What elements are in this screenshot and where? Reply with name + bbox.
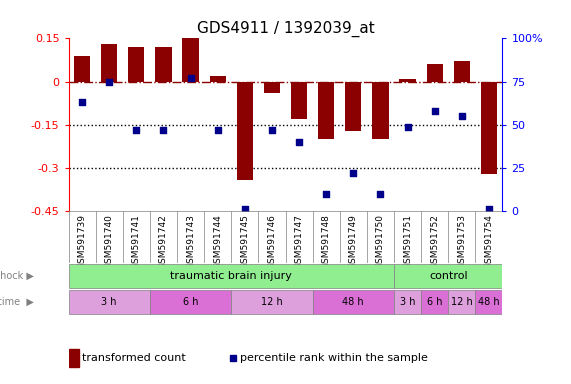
Bar [481, 81, 497, 174]
Point [132, 127, 141, 133]
Point [484, 207, 493, 213]
Point [403, 123, 412, 129]
FancyBboxPatch shape [313, 290, 394, 314]
Title: GDS4911 / 1392039_at: GDS4911 / 1392039_at [196, 21, 375, 37]
FancyBboxPatch shape [69, 264, 394, 288]
Point [240, 207, 250, 213]
Bar [372, 81, 389, 139]
Text: GSM591751: GSM591751 [403, 214, 412, 269]
Point [376, 191, 385, 197]
Point [78, 99, 87, 105]
Point [186, 75, 195, 81]
Text: transformed count: transformed count [82, 353, 186, 363]
Text: GSM591750: GSM591750 [376, 214, 385, 269]
Text: control: control [429, 271, 468, 281]
Bar [101, 44, 118, 81]
Text: GSM591748: GSM591748 [321, 214, 331, 269]
Text: 12 h: 12 h [261, 297, 283, 307]
Text: 3 h: 3 h [400, 297, 415, 307]
FancyBboxPatch shape [69, 290, 150, 314]
Text: shock ▶: shock ▶ [0, 271, 34, 281]
FancyBboxPatch shape [394, 290, 421, 314]
Text: 12 h: 12 h [451, 297, 473, 307]
Bar [454, 61, 470, 81]
Text: GSM591749: GSM591749 [349, 214, 358, 269]
Point [349, 170, 358, 176]
FancyBboxPatch shape [421, 290, 448, 314]
Bar [400, 79, 416, 81]
Bar [155, 47, 172, 81]
Text: 6 h: 6 h [183, 297, 198, 307]
Bar [427, 64, 443, 81]
Bar [74, 56, 90, 81]
Bar [318, 81, 335, 139]
FancyBboxPatch shape [231, 290, 313, 314]
Text: percentile rank within the sample: percentile rank within the sample [240, 353, 428, 363]
Text: 48 h: 48 h [478, 297, 500, 307]
Text: 48 h: 48 h [343, 297, 364, 307]
Text: GSM591740: GSM591740 [104, 214, 114, 269]
Text: GSM591739: GSM591739 [78, 214, 87, 269]
Bar [69, 349, 79, 367]
Text: GSM591754: GSM591754 [484, 214, 493, 269]
Bar [183, 38, 199, 81]
Text: 3 h: 3 h [102, 297, 117, 307]
Text: GSM591743: GSM591743 [186, 214, 195, 269]
FancyBboxPatch shape [150, 290, 231, 314]
Text: GSM591745: GSM591745 [240, 214, 250, 269]
Point [457, 113, 467, 119]
Text: GSM591742: GSM591742 [159, 214, 168, 268]
Bar [237, 81, 253, 180]
Text: traumatic brain injury: traumatic brain injury [170, 271, 292, 281]
Point [267, 127, 276, 133]
Text: 6 h: 6 h [427, 297, 443, 307]
Point [213, 127, 222, 133]
Text: GSM591746: GSM591746 [267, 214, 276, 269]
Bar [291, 81, 307, 119]
Bar [345, 81, 361, 131]
Text: GSM591741: GSM591741 [132, 214, 141, 269]
FancyBboxPatch shape [394, 264, 502, 288]
Text: GSM591747: GSM591747 [295, 214, 304, 269]
Bar [128, 47, 144, 81]
Bar [210, 76, 226, 81]
Point [295, 139, 304, 145]
FancyBboxPatch shape [475, 290, 502, 314]
Text: time  ▶: time ▶ [0, 297, 34, 307]
Point [159, 127, 168, 133]
Text: GSM591752: GSM591752 [430, 214, 439, 269]
Point [104, 78, 114, 84]
Point [321, 191, 331, 197]
Text: GSM591744: GSM591744 [213, 214, 222, 268]
Bar [264, 81, 280, 93]
Point [430, 108, 439, 114]
FancyBboxPatch shape [448, 290, 475, 314]
Text: GSM591753: GSM591753 [457, 214, 467, 269]
